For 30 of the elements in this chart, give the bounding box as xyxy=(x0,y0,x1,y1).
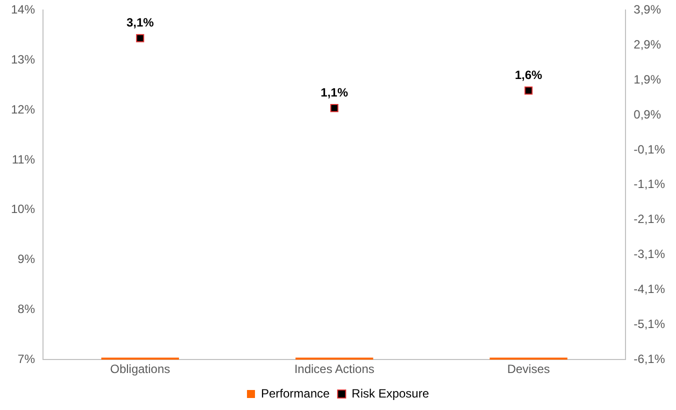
point xyxy=(330,104,338,112)
y2-tick-label: -3,1% xyxy=(634,247,666,262)
y2-tick-label: -5,1% xyxy=(634,316,666,331)
point xyxy=(524,86,533,95)
y-tick-label: 11% xyxy=(12,152,36,166)
legend-label: Performance xyxy=(260,386,330,400)
y2-tick-label: 2,9% xyxy=(634,37,662,52)
legend-label: Risk Exposure xyxy=(352,386,430,400)
point xyxy=(136,34,144,42)
y2-tick-label: 0,9% xyxy=(634,107,662,122)
y-tick-label: 12% xyxy=(10,102,36,116)
y2-tick-label: 1,9% xyxy=(634,72,662,86)
y2-tick-label: -1,1% xyxy=(634,177,666,192)
y2-tick-label: -2,1% xyxy=(634,212,666,226)
y-tick-label: 9% xyxy=(18,252,36,266)
data-label: 1,1% xyxy=(320,85,348,100)
x-tick-label: Indices Actions xyxy=(294,362,374,376)
x-tick-label: Obligations xyxy=(110,362,170,376)
y2-tick-label: -0,1% xyxy=(634,142,666,156)
y-tick-label: 8% xyxy=(18,302,36,316)
y-tick-label: 7% xyxy=(18,352,36,366)
y2-tick-label: -6,1% xyxy=(634,352,666,366)
y-tick-label: 14% xyxy=(10,2,36,17)
y-tick-label: 13% xyxy=(10,52,36,66)
y-tick-label: 10% xyxy=(10,202,36,216)
data-label: 1,6% xyxy=(514,68,543,82)
data-label: 3,1% xyxy=(126,15,154,30)
y2-tick-label: 3,9% xyxy=(634,2,662,17)
y2-tick-label: -4,1% xyxy=(634,282,666,296)
x-tick-label: Devises xyxy=(507,362,550,376)
